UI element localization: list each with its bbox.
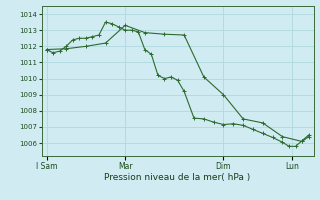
X-axis label: Pression niveau de la mer( hPa ): Pression niveau de la mer( hPa ) — [104, 173, 251, 182]
